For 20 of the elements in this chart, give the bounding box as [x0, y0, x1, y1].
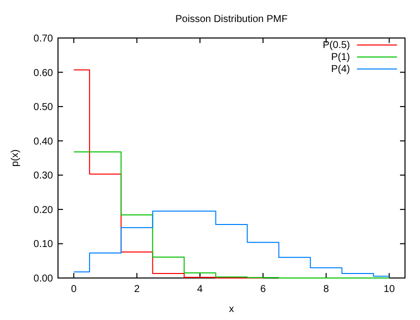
legend-label: P(4) — [331, 64, 350, 75]
legend-label: P(0.5) — [322, 40, 350, 51]
x-axis-title: x — [229, 304, 234, 315]
y-tick-label: 0.30 — [34, 170, 54, 182]
x-tick-label: 6 — [260, 284, 266, 295]
x-tick-label: 8 — [323, 284, 330, 295]
y-tick-label: 0.00 — [34, 274, 54, 284]
x-tick-label: 2 — [134, 284, 140, 295]
y-tick-label: 0.20 — [34, 204, 54, 216]
y-axis-title: p(x) — [10, 149, 21, 167]
y-tick-label: 0.50 — [34, 102, 54, 114]
y-tick-label: 0.60 — [34, 68, 54, 79]
y-tick-label: 0.70 — [34, 34, 54, 44]
y-tick-label: 0.40 — [34, 136, 54, 148]
x-tick-label: 0 — [70, 284, 77, 295]
x-tick-label: 4 — [197, 284, 204, 295]
legend-label: P(1) — [331, 52, 350, 63]
y-tick-label: 0.10 — [34, 239, 54, 250]
x-tick-label: 10 — [384, 284, 396, 295]
chart-title: Poisson Distribution PMF — [175, 14, 288, 25]
